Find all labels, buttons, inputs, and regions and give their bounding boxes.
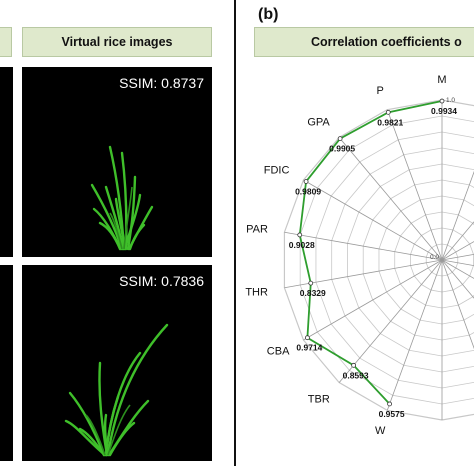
left-panel-header-fragment xyxy=(0,27,12,57)
radar-value-label-thr: 0.8329 xyxy=(300,288,326,298)
radar-point-fdic xyxy=(303,179,309,184)
radar-point-w xyxy=(387,401,393,407)
radar-spoke xyxy=(441,241,474,261)
panel-divider xyxy=(234,0,236,466)
radar-point-p xyxy=(385,109,391,115)
virtual-rice-images-header: Virtual rice images xyxy=(22,27,212,57)
radar-point-thr xyxy=(308,280,314,286)
radar-spoke xyxy=(386,109,443,261)
radar-series-line xyxy=(298,100,443,405)
left-image-fragment-top xyxy=(0,67,13,257)
radar-axis-label-m: M xyxy=(437,74,446,86)
radar-point-cba xyxy=(304,335,310,341)
radar-value-label-p: 0.9821 xyxy=(377,117,403,127)
radar-value-label-fdic: 0.9809 xyxy=(295,187,321,197)
radar-axis-label-cba: CBA xyxy=(267,345,290,357)
radar-axis-label-gpa: GPA xyxy=(307,116,330,128)
radar-value-label-tbr: 0.8593 xyxy=(343,370,369,380)
radar-point-par xyxy=(297,232,303,238)
radar-spoke xyxy=(441,253,474,261)
radar-chart: 0.9934 M 0.9821 P 0.9905 GPA 0.9809 FDIC 0.9028 P… xyxy=(245,74,474,437)
correlation-header: Correlation coefficients o xyxy=(254,27,474,57)
radar-spoke xyxy=(441,259,474,279)
rice-plant-image-2 xyxy=(64,323,169,457)
radar-axis-label-tbr: TBR xyxy=(308,394,330,406)
ssim-score-2: SSIM: 0.7836 xyxy=(119,273,204,289)
radar-axis-label-fdic: FDIC xyxy=(264,165,290,177)
radar-axis-label-par: PAR xyxy=(246,224,268,236)
virtual-rice-image-1: SSIM: 0.8737 xyxy=(22,67,212,257)
radar-value-label-gpa: 0.9905 xyxy=(329,144,355,154)
radar-value-label-m: 0.9934 xyxy=(431,106,457,116)
radar-spoke xyxy=(441,259,474,350)
radar-spoke xyxy=(284,231,443,261)
radar-spoke xyxy=(303,259,443,341)
ssim-score-1: SSIM: 0.8737 xyxy=(119,75,204,91)
radar-point-gpa xyxy=(337,136,343,141)
radar-spoke xyxy=(441,259,474,267)
left-image-fragment-bottom xyxy=(0,265,13,461)
radar-point-m xyxy=(439,98,445,104)
radar-spoke xyxy=(441,170,474,261)
panel-label-b: (b) xyxy=(258,6,279,23)
radar-spoke xyxy=(338,259,443,383)
radar-center-label: 0.0 xyxy=(430,254,439,261)
radar-value-label-w: 0.9575 xyxy=(379,409,405,419)
radar-axis-label-thr: THR xyxy=(245,286,268,298)
radar-axis-label-p: P xyxy=(376,85,383,97)
rice-plant-image-1 xyxy=(90,145,154,251)
radar-spoke xyxy=(386,259,443,411)
radar-axis-label-w: W xyxy=(375,425,386,437)
radar-spoke xyxy=(338,137,443,261)
radar-point-tbr xyxy=(351,362,357,368)
radar-spoke xyxy=(441,259,474,299)
radar-value-label-par: 0.9028 xyxy=(289,240,315,250)
radar-scale-max-label: 1.0 xyxy=(446,97,455,104)
radar-spoke xyxy=(441,221,474,261)
virtual-rice-image-2: SSIM: 0.7836 xyxy=(22,265,212,461)
radar-grid-ring xyxy=(299,115,474,405)
radar-value-label-cba: 0.9714 xyxy=(296,343,322,353)
radar-spoke xyxy=(303,179,443,261)
